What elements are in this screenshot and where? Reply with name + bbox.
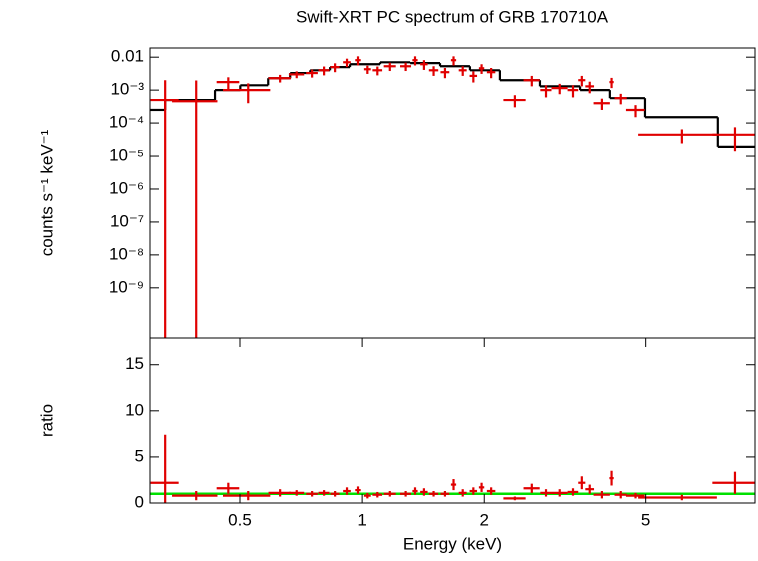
y-tick-label: 0 xyxy=(135,492,144,511)
y-tick-label: 15 xyxy=(125,354,144,373)
x-tick-label: 1 xyxy=(357,510,366,529)
chart-title: Swift-XRT PC spectrum of GRB 170710A xyxy=(296,7,609,26)
y-axis-label: counts s⁻¹ keV⁻¹ xyxy=(37,129,56,256)
x-tick-label: 5 xyxy=(641,510,650,529)
y-tick-label: 10⁻⁶ xyxy=(109,178,144,197)
plot-frame xyxy=(149,337,756,504)
y-tick-label: 10⁻⁸ xyxy=(109,244,144,263)
x-axis-label: Energy (keV) xyxy=(403,534,502,553)
y-tick-label: 10⁻⁵ xyxy=(109,146,144,165)
y-tick-label: 5 xyxy=(135,446,144,465)
y-tick-label: 10⁻⁷ xyxy=(110,211,144,230)
x-tick-label: 2 xyxy=(480,510,489,529)
y-tick-label: 10 xyxy=(125,400,144,419)
plot-frame xyxy=(149,47,756,339)
y-tick-label: 10⁻³ xyxy=(110,80,144,99)
y-tick-label: 0.01 xyxy=(111,47,144,66)
y-tick-label: 10⁻⁴ xyxy=(109,113,144,132)
y-tick-label: 10⁻⁹ xyxy=(109,277,144,296)
plot-area xyxy=(150,434,755,503)
x-tick-label: 0.5 xyxy=(228,510,252,529)
plot-area xyxy=(150,56,755,338)
y-axis-label: ratio xyxy=(37,404,56,437)
